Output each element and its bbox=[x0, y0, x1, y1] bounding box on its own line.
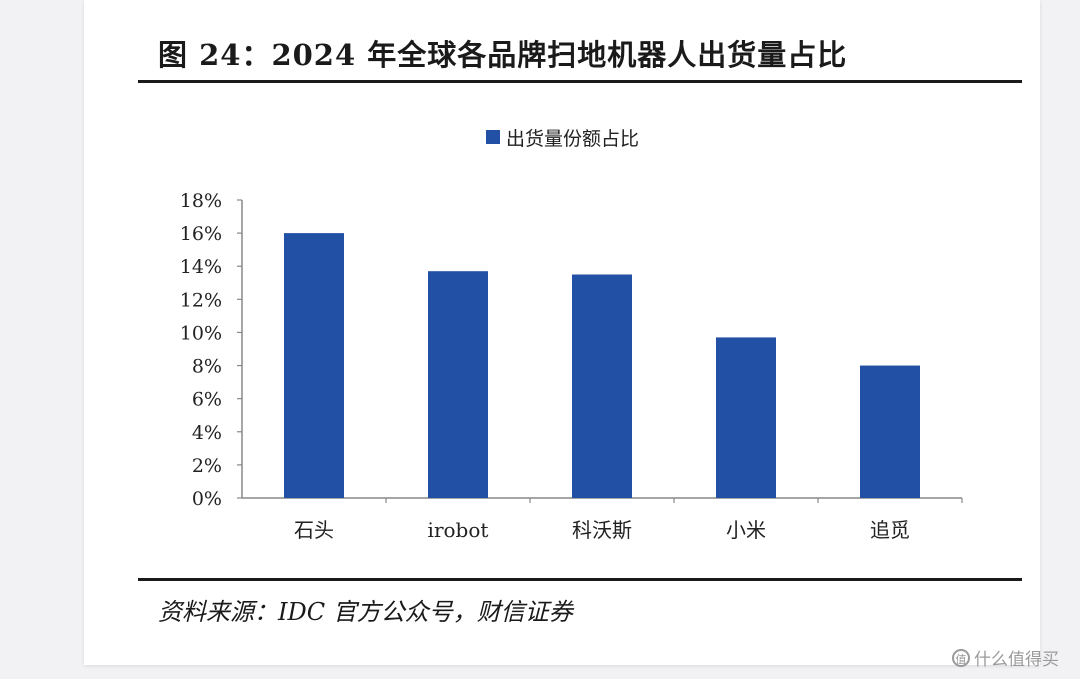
x-tick-label: 科沃斯 bbox=[572, 518, 632, 542]
figure-card bbox=[84, 0, 1040, 665]
y-tick-label: 2% bbox=[192, 455, 222, 477]
legend-swatch bbox=[486, 130, 500, 144]
watermark-logo-icon: 值 bbox=[952, 648, 970, 667]
x-tick-label: 追觅 bbox=[870, 518, 910, 542]
y-tick-label: 8% bbox=[192, 356, 222, 378]
bar bbox=[716, 337, 776, 498]
chart-legend: 出货量份额占比 bbox=[486, 125, 640, 150]
y-tick-label: 12% bbox=[180, 289, 222, 311]
y-tick-label: 0% bbox=[192, 488, 222, 510]
bar bbox=[860, 365, 920, 498]
y-tick-label: 4% bbox=[192, 422, 222, 444]
watermark-text: 什么值得买 bbox=[974, 650, 1059, 670]
watermark: 值 什么值得买 bbox=[952, 645, 1059, 670]
x-tick-label: 石头 bbox=[294, 518, 334, 542]
x-tick-label: irobot bbox=[428, 518, 489, 542]
figure-title: 图 24：2024 年全球各品牌扫地机器人出货量占比 bbox=[158, 38, 848, 72]
bar bbox=[284, 233, 344, 498]
bar bbox=[428, 271, 488, 498]
y-tick-label: 10% bbox=[180, 322, 222, 344]
y-tick-label: 16% bbox=[180, 223, 222, 245]
bar bbox=[572, 274, 632, 498]
source-rule bbox=[138, 578, 1022, 581]
figure-source: 资料来源：IDC 官方公众号，财信证券 bbox=[158, 598, 573, 626]
title-rule bbox=[138, 80, 1022, 83]
x-tick-label: 小米 bbox=[726, 518, 766, 542]
legend-label: 出货量份额占比 bbox=[506, 127, 640, 150]
y-tick-label: 18% bbox=[180, 190, 222, 212]
y-tick-label: 6% bbox=[192, 389, 222, 411]
y-tick-label: 14% bbox=[180, 256, 222, 278]
